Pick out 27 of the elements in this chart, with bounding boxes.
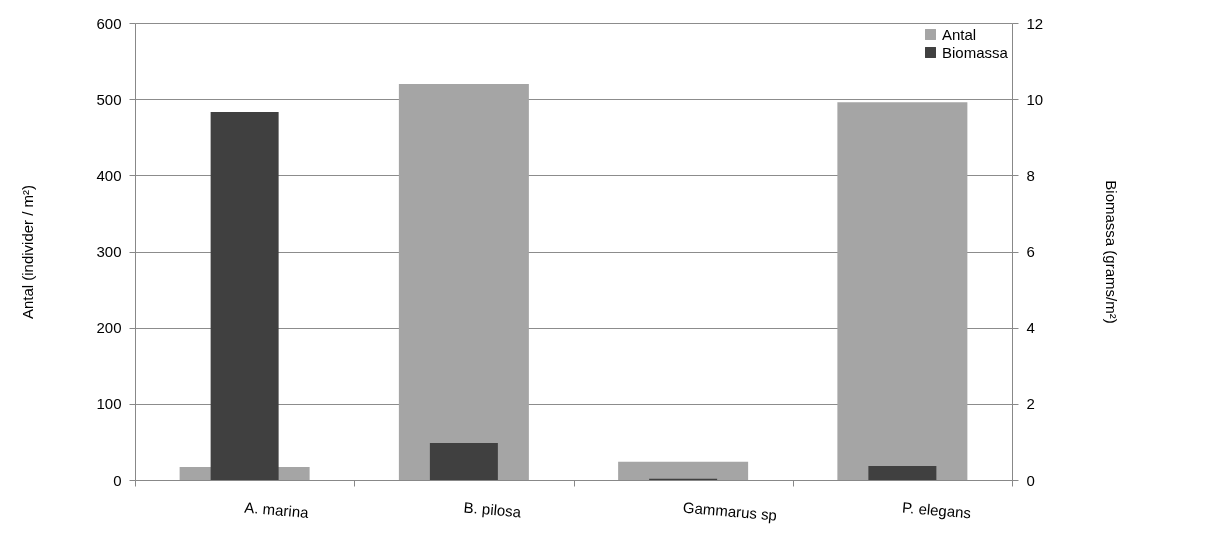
x-tick-label: P. elegans (901, 498, 972, 522)
y2-tick-label: 4 (1026, 319, 1035, 337)
y-tick-label: 500 (96, 90, 122, 108)
bar (398, 83, 529, 480)
y2-tick-label: 6 (1026, 243, 1035, 260)
y2-tick-label: 2 (1026, 395, 1035, 413)
y2-tick-label: 12 (1026, 14, 1044, 32)
y2-axis-title: Biomassa (grams/m²) (1103, 180, 1121, 324)
x-tick-label: Gammarus sp (682, 498, 778, 524)
y-axis-title: Antal (individer / m²) (19, 184, 37, 320)
y-tick-label: 0 (113, 471, 122, 489)
bar (618, 461, 749, 480)
legend-label: Antal (942, 25, 977, 43)
y2-tick-label: 0 (1026, 471, 1035, 489)
y-tick-label: 300 (96, 243, 122, 260)
x-tick-label: A. marina (243, 498, 310, 522)
y2-tick-label: 8 (1026, 166, 1035, 184)
legend-label: Biomassa (942, 43, 1009, 61)
y-tick-label: 600 (96, 14, 122, 32)
y-tick-label: 200 (96, 319, 122, 337)
bar (429, 443, 498, 480)
y-tick-label: 400 (96, 166, 122, 184)
x-tick-label: B. pilosa (463, 498, 523, 521)
y2-tick-label: 10 (1026, 90, 1044, 108)
bar (868, 465, 937, 480)
bar (837, 102, 968, 480)
y-tick-label: 100 (96, 395, 122, 413)
